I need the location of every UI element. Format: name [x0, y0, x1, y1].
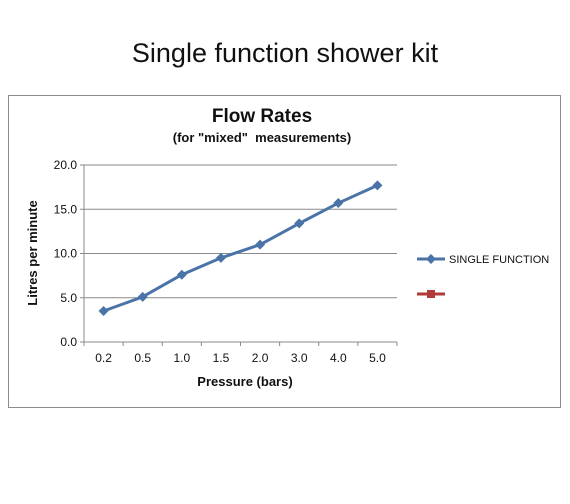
x-tick-label: 1.0	[173, 351, 190, 365]
data-point	[215, 252, 226, 263]
chart-title: Flow Rates	[212, 106, 312, 127]
legend: SINGLE FUNCTION	[417, 254, 549, 298]
axes: 0.0 5.0 10.0 15.0 20.0 0.2 0.5 1.0 1.5 2.0 3.0 4.0 5…	[54, 158, 398, 365]
x-tick-label: 5.0	[369, 351, 386, 365]
legend-label: SINGLE FUNCTION	[449, 254, 549, 266]
data-point	[294, 218, 305, 229]
y-tick-label: 5.0	[60, 291, 77, 305]
x-axis-label: Pressure (bars)	[197, 374, 292, 389]
legend-marker	[426, 254, 436, 264]
x-tick-label: 0.5	[134, 351, 151, 365]
data-point	[255, 239, 266, 250]
y-tick-label: 10.0	[54, 247, 78, 261]
y-tick-label: 20.0	[54, 158, 78, 172]
data-point	[176, 269, 187, 280]
y-tick-label: 0.0	[60, 335, 77, 349]
x-tick-label: 4.0	[330, 351, 347, 365]
x-tick-label: 3.0	[291, 351, 308, 365]
legend-marker	[427, 290, 435, 298]
flow-rates-chart: Flow Rates (for "mixed" measurements) 0.…	[25, 106, 549, 389]
x-tick-label: 0.2	[95, 351, 112, 365]
data-point	[137, 291, 148, 302]
y-axis-label: Litres per minute	[25, 200, 40, 305]
x-tick-label: 2.0	[252, 351, 269, 365]
page-title: Single function shower kit	[131, 38, 439, 68]
data-point	[333, 198, 344, 209]
y-tick-label: 15.0	[54, 202, 78, 216]
data-point	[98, 306, 109, 317]
x-tick-label: 1.5	[213, 351, 230, 365]
series-layer	[98, 180, 383, 317]
data-point	[372, 180, 383, 191]
chart-subtitle: (for "mixed" measurements)	[173, 130, 352, 145]
series-line	[103, 183, 379, 313]
chart-frame: Flow Rates (for "mixed" measurements) 0.…	[8, 95, 561, 408]
gridlines	[84, 164, 397, 343]
